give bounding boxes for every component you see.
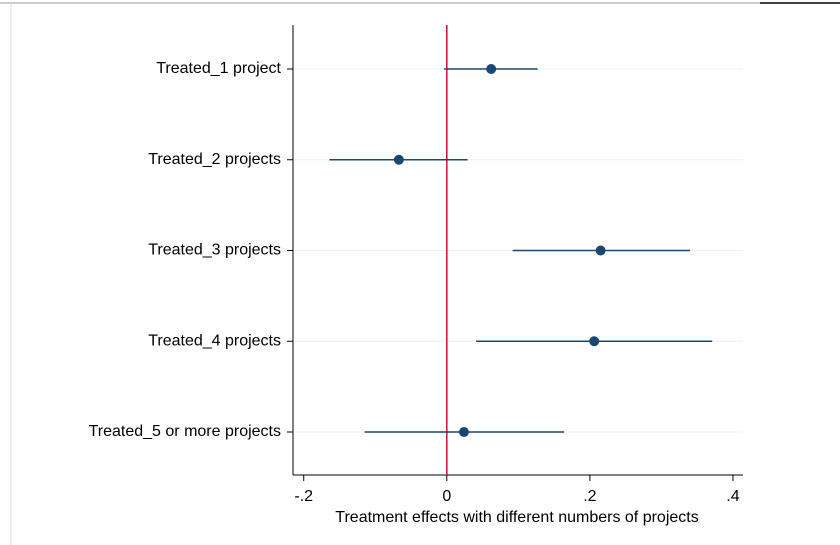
x-tick-label: 0	[442, 488, 451, 505]
x-tick-label: .4	[726, 488, 739, 505]
x-axis-title: Treatment effects with different numbers…	[335, 509, 698, 526]
y-tick-label: Treated_4 projects	[148, 332, 281, 349]
y-tick-label: Treated_1 project	[156, 60, 281, 77]
x-tick-label: -.2	[294, 488, 313, 505]
point-estimate	[595, 245, 606, 256]
point-estimate	[486, 64, 497, 74]
y-tick-label: Treated_2 projects	[148, 151, 281, 168]
y-tick-label: Treated_3 projects	[148, 242, 281, 259]
point-estimate	[393, 154, 404, 165]
x-tick-label: .2	[583, 488, 596, 505]
point-estimate	[589, 336, 600, 347]
y-tick-label: Treated_5 or more projects	[89, 423, 281, 440]
point-estimate	[458, 427, 469, 437]
